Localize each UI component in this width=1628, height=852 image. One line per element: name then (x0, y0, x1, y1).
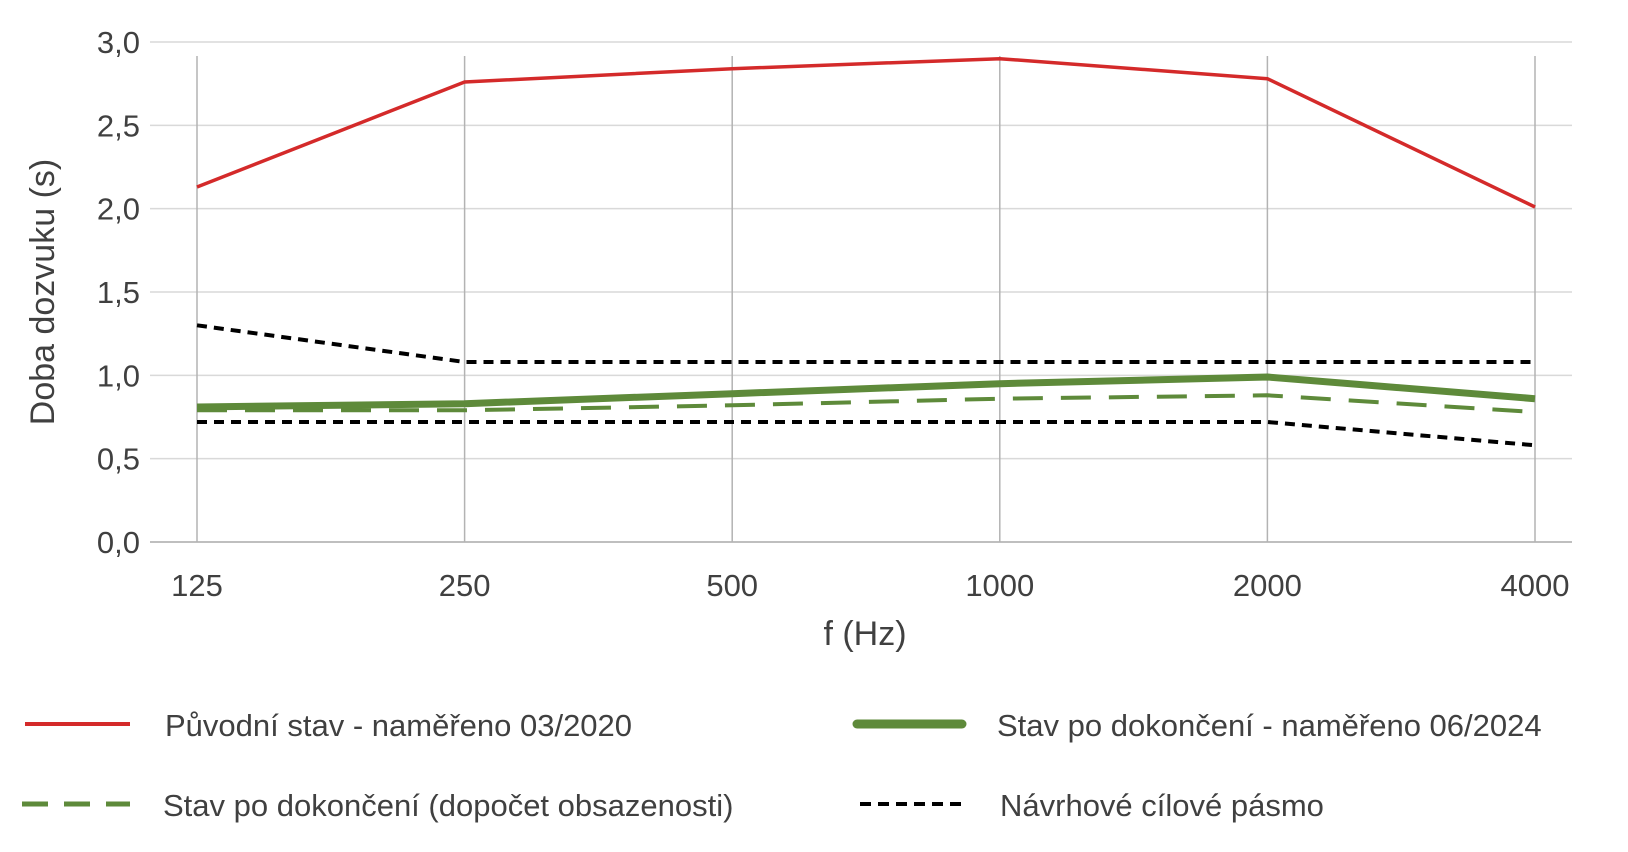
series-line-1 (196, 373, 1536, 411)
series-line-0 (196, 56, 1536, 209)
y-axis-ticks: 0,0 0,5 1,0 1,5 2,0 2,5 3,0 (97, 25, 140, 560)
y-tick-label: 2,0 (97, 192, 140, 227)
y-tick-label: 0,0 (97, 525, 140, 560)
series-lines (196, 56, 1536, 448)
y-tick-label: 1,5 (97, 275, 140, 310)
x-tick-label: 1000 (965, 568, 1034, 603)
x-axis-title: f (Hz) (823, 615, 906, 653)
grid (150, 41, 1572, 543)
legend: Původní stav - naměřeno 03/2020 Stav po … (22, 708, 1542, 823)
series-line-3 (196, 323, 1535, 364)
x-tick-label: 125 (171, 568, 223, 603)
y-tick-label: 3,0 (97, 25, 140, 60)
x-tick-label: 2000 (1233, 568, 1302, 603)
legend-label-completed: Stav po dokončení - naměřeno 06/2024 (997, 708, 1542, 743)
x-tick-label: 4000 (1501, 568, 1570, 603)
series-line-4 (197, 420, 1536, 448)
legend-label-target: Návrhové cílové pásmo (1000, 788, 1324, 823)
x-tick-label: 500 (706, 568, 758, 603)
x-axis-ticks: 125 250 500 1000 2000 4000 (171, 568, 1569, 603)
y-tick-label: 2,5 (97, 108, 140, 143)
legend-label-occupancy: Stav po dokončení (dopočet obsazenosti) (163, 788, 733, 823)
x-tick-label: 250 (439, 568, 491, 603)
y-axis-title: Doba dozvuku (s) (24, 159, 62, 425)
y-tick-label: 1,0 (97, 358, 140, 393)
legend-label-original: Původní stav - naměřeno 03/2020 (165, 708, 632, 743)
y-tick-label: 0,5 (97, 442, 140, 477)
series-line-2 (197, 393, 1536, 414)
